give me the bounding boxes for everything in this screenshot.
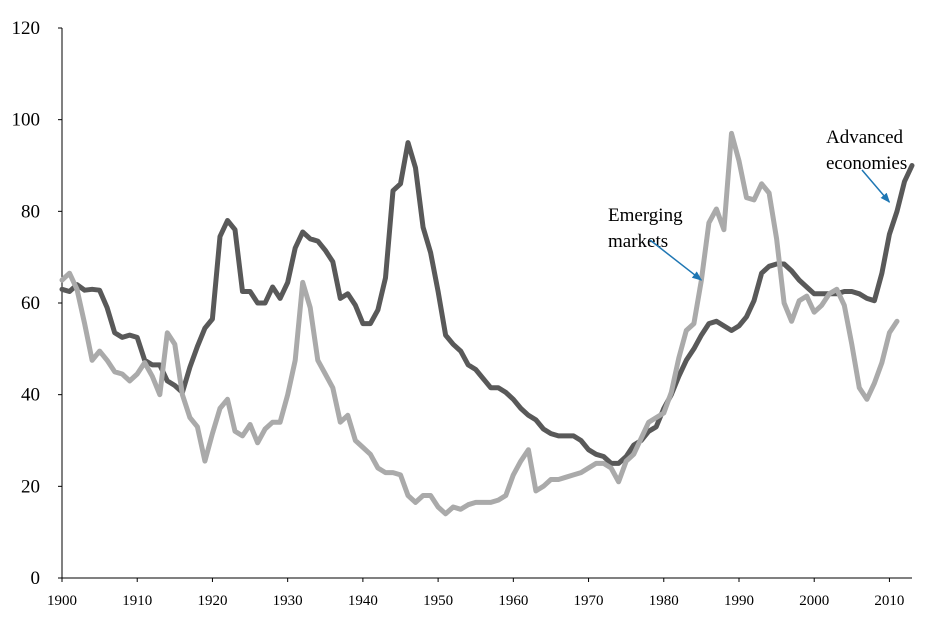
y-tick-label: 120 (12, 18, 41, 39)
x-tick-label: 1970 (574, 593, 604, 609)
y-tick-label: 80 (21, 201, 40, 222)
x-tick-label: 1910 (122, 593, 152, 609)
series-line-emerging (59, 130, 900, 517)
annot-advanced-arrow (861, 169, 891, 203)
x-tick-label: 1930 (273, 593, 303, 609)
y-tick-label: 40 (21, 385, 40, 406)
axes: 0 20 40 60 80 100 120 1900 1910 1920 1930 1940 1950 1… (12, 18, 912, 609)
series-line-advanced (59, 140, 915, 466)
x-tick-label: 2000 (799, 593, 829, 609)
x-tick-label: 1950 (423, 593, 453, 609)
annot-advanced-label-line: Advanced (826, 127, 904, 148)
annot-advanced-label-line: economies (826, 153, 907, 174)
x-tick-label: 2010 (874, 593, 904, 609)
y-tick-label: 100 (12, 110, 41, 131)
series-lines (59, 130, 915, 517)
x-tick-label: 1940 (348, 593, 378, 609)
y-tick-label: 60 (21, 293, 40, 314)
y-tick-label: 20 (21, 476, 40, 497)
annot-emerging-label-line: Emerging (608, 205, 683, 226)
annot-emerging-label-line: markets (608, 231, 668, 252)
x-tick-label: 1990 (724, 593, 754, 609)
annotations: Advanced economies Emerging markets (608, 127, 907, 281)
x-tick-label: 1980 (649, 593, 679, 609)
annot-emerging-arrow (649, 239, 703, 281)
x-tick-label: 1900 (47, 593, 77, 609)
x-tick-label: 1960 (498, 593, 528, 609)
y-tick-label: 0 (31, 568, 41, 589)
x-tick-label: 1920 (197, 593, 227, 609)
